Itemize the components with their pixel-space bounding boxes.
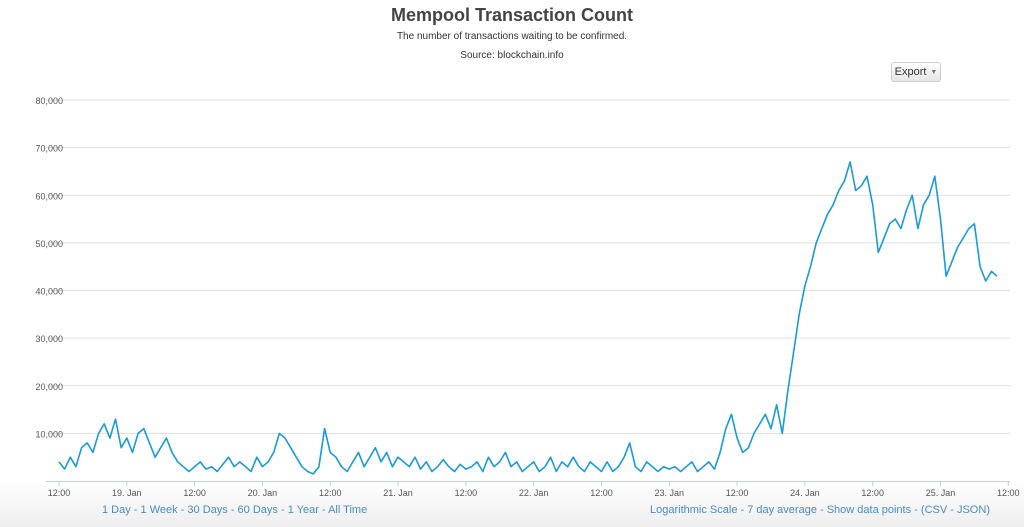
seven-day-average-link[interactable]: 7 day average <box>747 504 817 516</box>
range-30-days[interactable]: 30 Days <box>187 504 228 516</box>
y-tick-label: 50,000 <box>35 239 63 249</box>
range-all-time[interactable]: All Time <box>328 504 368 516</box>
csv-link[interactable]: CSV <box>924 504 948 516</box>
x-tick-label: 24. Jan <box>790 488 820 498</box>
export-label: Export <box>894 66 927 78</box>
json-link[interactable]: JSON <box>956 504 987 516</box>
x-tick-label: 12:00 <box>726 488 749 498</box>
y-tick-label: 10,000 <box>35 429 63 439</box>
x-tick-label: 25. Jan <box>926 488 956 498</box>
y-tick-label: 40,000 <box>35 287 63 297</box>
show-data-points-link[interactable]: Show data points <box>826 504 912 516</box>
x-tick-label: 12:00 <box>997 488 1020 498</box>
range-1-year[interactable]: 1 Year <box>287 504 319 516</box>
x-tick-label: 23. Jan <box>655 488 685 498</box>
export-button[interactable]: Export ▼ <box>891 62 941 82</box>
y-tick-label: 60,000 <box>35 191 63 201</box>
chart-source: Source: blockchain.info <box>460 50 564 61</box>
x-tick-label: 12:00 <box>455 488 478 498</box>
x-tick-label: 22. Jan <box>519 488 549 498</box>
logarithmic-scale-link[interactable]: Logarithmic Scale <box>650 504 738 516</box>
y-tick-label: 80,000 <box>35 96 63 106</box>
range-links: 1 Day - 1 Week - 30 Days - 60 Days - 1 Y… <box>102 504 368 516</box>
series-line-mempool <box>58 161 998 475</box>
chart-plot: 10,000 20,000 30,000 40,000 50,000 60,000 70,0… <box>35 96 1020 498</box>
range-60-days[interactable]: 60 Days <box>237 504 278 516</box>
x-tick-label: 12:00 <box>590 488 613 498</box>
x-tick-label: 20. Jan <box>248 488 278 498</box>
x-tick-label: 12:00 <box>861 488 884 498</box>
y-tick-label: 70,000 <box>35 144 63 154</box>
y-tick-label: 20,000 <box>35 382 63 392</box>
x-tick-label: 12:00 <box>183 488 206 498</box>
y-tick-label: 30,000 <box>35 334 63 344</box>
x-tick-label: 21. Jan <box>383 488 413 498</box>
range-1-day[interactable]: 1 Day <box>102 504 131 516</box>
x-tick-label: 12:00 <box>48 488 71 498</box>
chevron-down-icon: ▼ <box>930 68 938 76</box>
option-links: Logarithmic Scale - 7 day average - Show… <box>650 504 990 516</box>
x-tick-label: 12:00 <box>319 488 342 498</box>
x-tick-label: 19. Jan <box>112 488 142 498</box>
chart-title: Mempool Transaction Count <box>390 5 633 25</box>
range-1-week[interactable]: 1 Week <box>140 504 178 516</box>
chart-subtitle: The number of transactions waiting to be… <box>396 31 628 42</box>
